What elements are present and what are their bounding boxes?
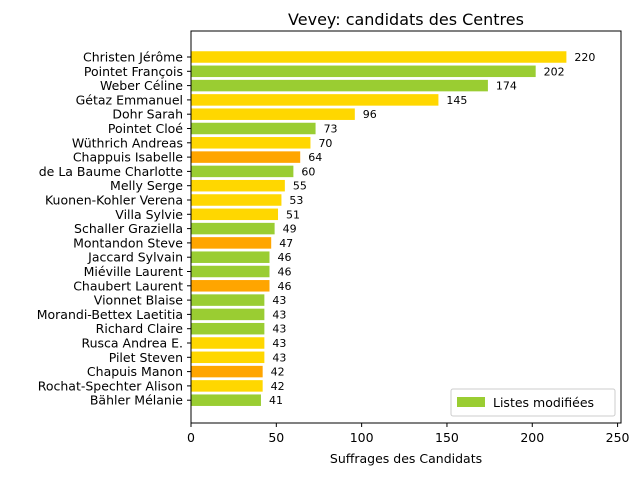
data-label: 47 [279, 237, 293, 250]
data-label: 96 [363, 108, 377, 121]
category-label: Chapuis Manon [87, 364, 183, 379]
category-label: Rusca Andrea E. [81, 336, 183, 351]
bar [191, 122, 316, 135]
category-label: Bähler Mélanie [90, 393, 183, 408]
bar [191, 165, 294, 178]
legend-label: Listes modifiées [493, 395, 594, 410]
legend: Listes modifiées [450, 388, 616, 417]
category-label: Pilet Steven [109, 350, 183, 365]
x-tick-label: 150 [435, 430, 459, 445]
bar [191, 265, 270, 278]
category-label: Pointet Cloé [108, 121, 183, 136]
category-label: Vionnet Blaise [94, 293, 184, 308]
category-label: Schaller Graziella [74, 221, 183, 236]
bar [191, 351, 265, 364]
data-label: 51 [286, 208, 300, 221]
data-label: 55 [293, 180, 307, 193]
bar [191, 222, 275, 235]
x-tick-label: 50 [268, 430, 284, 445]
category-label: Chaubert Laurent [73, 278, 183, 293]
data-label: 46 [277, 266, 291, 279]
plot-frame [190, 30, 622, 424]
bars-layer [191, 51, 567, 406]
data-label: 174 [496, 80, 517, 93]
chart-title: Vevey: candidats des Centres [288, 10, 524, 29]
data-label: 70 [318, 137, 332, 150]
category-label: Jaccard Sylvain [87, 250, 183, 265]
bar [191, 308, 265, 321]
category-label: Weber Céline [100, 78, 183, 93]
bar [191, 280, 270, 292]
data-label: 53 [289, 194, 303, 207]
data-label: 43 [272, 323, 286, 336]
category-label: Chappuis Isabelle [73, 150, 183, 165]
category-label: Gétaz Emmanuel [76, 92, 183, 107]
bar [191, 51, 567, 63]
x-tick-label: 100 [350, 430, 374, 445]
bar [191, 237, 272, 249]
bar [191, 380, 263, 392]
legend-swatch [457, 397, 485, 407]
data-label: 43 [272, 308, 286, 321]
category-label: Melly Serge [110, 178, 183, 193]
bar [191, 194, 282, 206]
category-label: Morandi-Bettex Laetitia [37, 307, 183, 322]
data-label: 64 [308, 151, 322, 164]
bar [191, 151, 301, 163]
value-labels: 2202021741459673706460555351494746464643… [269, 51, 595, 407]
data-label: 42 [271, 366, 285, 379]
data-label: 73 [324, 123, 338, 136]
category-label: Kuonen-Kohler Verena [45, 193, 183, 208]
x-axis: 0 50 100 150 200 250 [187, 423, 630, 445]
category-label: de La Baume Charlotte [39, 164, 184, 179]
bar [191, 365, 263, 378]
data-label: 43 [272, 351, 286, 364]
data-label: 220 [574, 51, 595, 64]
data-label: 41 [269, 394, 283, 407]
legend-box [450, 388, 616, 417]
x-tick-label: 200 [520, 430, 544, 445]
category-label: Pointet François [84, 64, 183, 79]
bar [191, 79, 488, 92]
data-label: 42 [271, 380, 285, 393]
data-label: 202 [544, 65, 565, 78]
bar [191, 322, 265, 335]
data-label: 46 [277, 280, 291, 293]
data-label: 145 [446, 94, 467, 107]
bar [191, 251, 270, 263]
bar [191, 394, 261, 406]
bar [191, 137, 311, 149]
data-label: 60 [301, 165, 315, 178]
bar [191, 108, 355, 120]
category-label: Richard Claire [96, 321, 184, 336]
data-label: 46 [277, 251, 291, 264]
category-label: Rochat-Spechter Alison [38, 378, 183, 393]
data-label: 49 [283, 223, 297, 236]
bar [191, 337, 265, 349]
x-tick-label: 250 [606, 430, 630, 445]
bar [191, 94, 439, 106]
category-label: Christen Jérôme [83, 50, 183, 65]
bar [191, 208, 279, 221]
category-label: Miéville Laurent [84, 264, 183, 279]
category-label: Montandon Steve [73, 235, 183, 250]
bar [191, 179, 285, 192]
data-label: 43 [272, 294, 286, 307]
category-label: Wüthrich Andreas [72, 135, 183, 150]
bar [191, 294, 265, 306]
data-label: 43 [272, 337, 286, 350]
bar [191, 65, 536, 78]
x-tick-label: 0 [187, 430, 195, 445]
x-axis-label: Suffrages des Candidats [330, 451, 482, 466]
category-label: Villa Sylvie [115, 207, 183, 222]
category-label: Dohr Sarah [112, 107, 183, 122]
